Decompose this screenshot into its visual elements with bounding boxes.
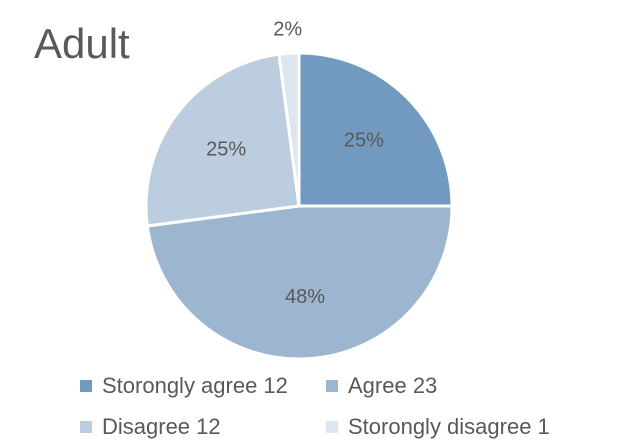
pie-slice-3: [277, 51, 301, 207]
pie-slice-2: [144, 52, 301, 228]
legend-swatch: [326, 421, 338, 433]
data-label-3: 2%: [273, 19, 302, 41]
legend-label: Agree 23: [348, 373, 438, 398]
legend-label: Storongly agree 12: [102, 373, 288, 398]
legend-swatch: [326, 380, 338, 392]
legend-swatch: [80, 421, 92, 433]
data-label-0: 25%: [344, 129, 384, 151]
legend-item-disagree: Disagree 12: [80, 414, 326, 440]
legend-item-storongly-disagree: Storongly disagree 1: [326, 414, 586, 440]
pie-slice-0: [297, 51, 454, 208]
legend-item-agree: Agree 23: [326, 373, 586, 399]
legend-label: Storongly disagree 1: [348, 414, 550, 439]
legend-swatch: [80, 380, 92, 392]
pie-slice-1: [145, 204, 454, 361]
legend-item-storongly-agree: Storongly agree 12: [80, 373, 326, 399]
legend: Storongly agree 12 Agree 23 Disagree 12 …: [80, 373, 586, 440]
data-label-1: 48%: [285, 286, 325, 308]
chart-title: Adult: [34, 20, 130, 67]
pie-chart: 25% 48% 25% 2%: [144, 19, 454, 361]
legend-label: Disagree 12: [102, 414, 221, 439]
data-label-2: 25%: [206, 138, 246, 160]
